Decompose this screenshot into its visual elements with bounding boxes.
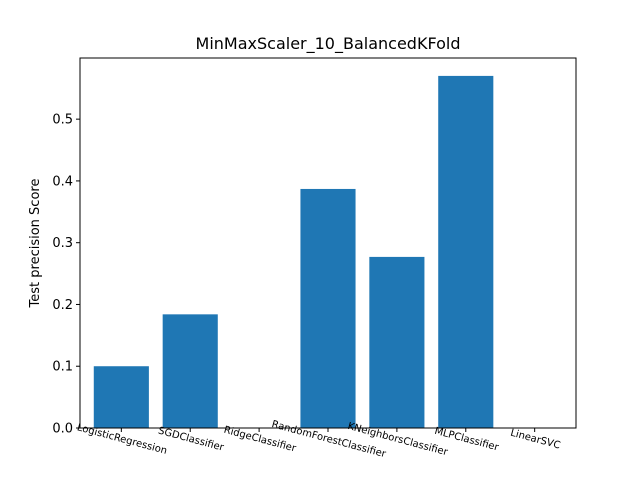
bar-logisticregression xyxy=(93,366,149,428)
bar-mlpclassifier xyxy=(438,75,494,428)
plot-area: LogisticRegressionSGDClassifierRidgeClas… xyxy=(52,75,562,460)
y-tick-label: 0.4 xyxy=(52,174,73,189)
plot-frame xyxy=(79,57,577,429)
y-tick-label: 0.1 xyxy=(52,360,73,375)
bar-sgdclassifier xyxy=(162,314,218,428)
y-axis-label: Test precision Score xyxy=(28,179,43,309)
bar-randomforestclassifier xyxy=(300,188,356,428)
y-tick-label: 0.3 xyxy=(52,236,73,251)
chart-title: MinMaxScaler_10_BalancedKFold xyxy=(196,34,461,54)
bar-kneighborsclassifier xyxy=(369,256,425,428)
x-tick-label: LinearSVC xyxy=(509,428,561,452)
y-tick-label: 0.0 xyxy=(52,422,73,437)
y-tick-label: 0.2 xyxy=(52,298,73,313)
y-tick-label: 0.5 xyxy=(52,113,73,128)
